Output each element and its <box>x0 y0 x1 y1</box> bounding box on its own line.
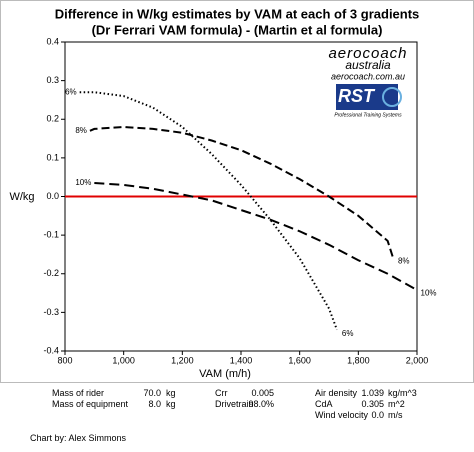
y-tick-label: 0.1 <box>46 152 59 162</box>
logo-name: aerocoach <box>328 45 407 62</box>
logo-swirl <box>382 87 402 107</box>
x-axis-label: VAM (m/h) <box>199 368 251 380</box>
param-label: Mass of rider <box>52 388 105 398</box>
series-line <box>89 125 394 258</box>
y-tick-label: -0.1 <box>43 230 59 240</box>
param-unit: kg <box>166 399 176 409</box>
param-label: Drivetrain <box>215 399 254 409</box>
series-label-end: 10% <box>421 288 437 297</box>
param-label: Crr <box>215 388 228 398</box>
series-label-start: 6% <box>65 87 77 96</box>
x-tick-label: 1,800 <box>347 355 370 365</box>
logo: aerocoach australia aerocoach.com.au RST… <box>328 45 407 118</box>
y-tick-label: 0.4 <box>46 36 59 46</box>
param-label: Air density <box>315 388 358 398</box>
chart: Difference in W/kg estimates by VAM at e… <box>0 0 474 383</box>
chart-subtitle: (Dr Ferrari VAM formula) - (Martin et al… <box>92 22 383 37</box>
y-tick-label: 0.0 <box>46 191 59 201</box>
param-label: CdA <box>315 399 333 409</box>
param-unit: kg/m^3 <box>388 388 417 398</box>
credit: Chart by: Alex Simmons <box>30 433 127 443</box>
param-label: Wind velocity <box>315 410 369 420</box>
param-unit: kg <box>166 388 176 398</box>
y-tick-label: -0.2 <box>43 268 59 278</box>
y-tick-label: 0.3 <box>46 75 59 85</box>
series-label-start: 10% <box>75 178 91 187</box>
x-tick-label: 1,600 <box>288 355 311 365</box>
param-value: 70.0 <box>143 388 161 398</box>
series-label-start: 8% <box>75 126 87 135</box>
y-tick-label: -0.4 <box>43 345 59 355</box>
series-line <box>94 181 417 291</box>
x-tick-label: 2,000 <box>406 355 429 365</box>
param-value: 98.0% <box>248 399 274 409</box>
param-value: 1.039 <box>361 388 384 398</box>
series-label-end: 6% <box>342 329 354 338</box>
logo-url: aerocoach.com.au <box>331 71 405 81</box>
x-tick-label: 1,200 <box>171 355 194 365</box>
param-value: 0.005 <box>251 388 274 398</box>
y-axis-label: W/kg <box>9 191 34 203</box>
logo-badge-caption: Professional Training Systems <box>334 112 402 118</box>
param-unit: m/s <box>388 410 403 420</box>
param-label: Mass of equipment <box>52 399 129 409</box>
y-tick-label: 0.2 <box>46 114 59 124</box>
y-tick-label: -0.3 <box>43 307 59 317</box>
x-tick-label: 1,400 <box>230 355 253 365</box>
logo-badge: RST <box>338 86 376 106</box>
param-value: 8.0 <box>148 399 161 409</box>
x-tick-label: 1,000 <box>112 355 135 365</box>
series-label-end: 8% <box>398 257 410 266</box>
param-value: 0.305 <box>361 399 384 409</box>
x-tick-label: 800 <box>57 355 72 365</box>
param-unit: m^2 <box>388 399 405 409</box>
logo-region: australia <box>345 58 391 72</box>
param-value: 0.0 <box>371 410 384 420</box>
chart-title: Difference in W/kg estimates by VAM at e… <box>55 6 420 21</box>
chart-frame <box>0 0 474 383</box>
